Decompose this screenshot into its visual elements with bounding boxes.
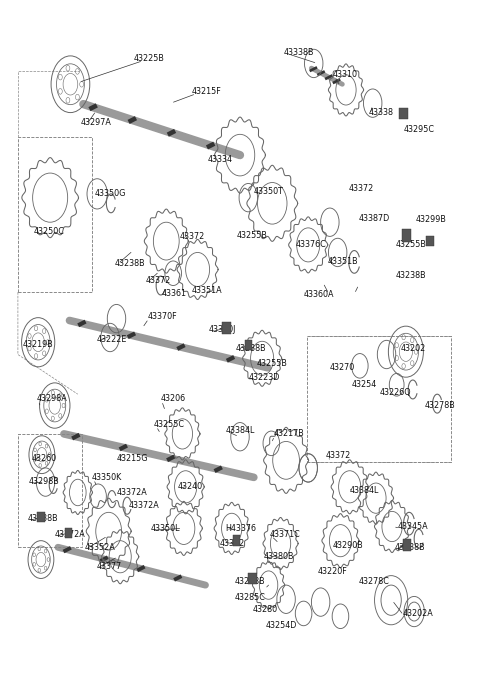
Polygon shape — [399, 107, 408, 119]
Text: 43202: 43202 — [400, 344, 426, 353]
Polygon shape — [403, 539, 411, 551]
Text: 43350K: 43350K — [92, 473, 122, 482]
Text: 43290B: 43290B — [332, 541, 363, 550]
Text: 43372A: 43372A — [55, 530, 85, 539]
Text: 43238B: 43238B — [395, 543, 425, 551]
Bar — [307, 335, 451, 462]
Text: 43345A: 43345A — [397, 522, 428, 531]
Text: 43299B: 43299B — [416, 215, 447, 224]
Text: 43334: 43334 — [208, 155, 233, 164]
Text: 43260: 43260 — [32, 454, 57, 463]
Text: 43217B: 43217B — [273, 429, 304, 438]
Text: 43372A: 43372A — [129, 502, 159, 510]
Text: 43384L: 43384L — [225, 426, 254, 435]
Text: 43372: 43372 — [145, 276, 171, 286]
Text: 43372: 43372 — [348, 184, 373, 192]
Text: 43238B: 43238B — [234, 577, 265, 586]
Text: 43238B: 43238B — [28, 514, 59, 523]
Text: 43380B: 43380B — [264, 552, 294, 561]
Text: 43240: 43240 — [178, 483, 203, 491]
Text: 43255B: 43255B — [396, 240, 427, 249]
Text: 43370F: 43370F — [148, 313, 178, 321]
Text: 43225B: 43225B — [134, 54, 165, 63]
Text: 43220F: 43220F — [317, 568, 347, 576]
Text: 43298B: 43298B — [29, 477, 60, 485]
Text: 43223D: 43223D — [248, 373, 280, 381]
Text: 43285C: 43285C — [234, 593, 265, 602]
Polygon shape — [402, 229, 411, 242]
Text: 43298A: 43298A — [36, 394, 67, 404]
Text: 43255C: 43255C — [154, 420, 184, 429]
Text: 43297A: 43297A — [81, 117, 112, 126]
Polygon shape — [65, 528, 72, 539]
Text: 43250C: 43250C — [34, 227, 64, 236]
Polygon shape — [223, 322, 231, 334]
Text: 43222E: 43222E — [96, 335, 127, 344]
Polygon shape — [233, 535, 240, 546]
Polygon shape — [426, 236, 433, 246]
Text: 43238B: 43238B — [235, 344, 266, 353]
Text: 43384L: 43384L — [349, 486, 379, 495]
Text: 43377: 43377 — [96, 562, 121, 570]
Text: 43372: 43372 — [325, 451, 350, 460]
Text: 43338: 43338 — [369, 108, 394, 117]
Text: 43351A: 43351A — [192, 286, 222, 295]
Text: 43219B: 43219B — [23, 340, 53, 348]
Text: 43338B: 43338B — [284, 48, 314, 57]
Text: 43350J: 43350J — [209, 325, 236, 334]
Text: 43361: 43361 — [162, 289, 187, 298]
Text: 43206: 43206 — [161, 394, 186, 404]
Text: 43226Q: 43226Q — [379, 388, 411, 397]
Text: 43371C: 43371C — [270, 530, 300, 539]
Polygon shape — [245, 340, 252, 350]
Text: 43350T: 43350T — [254, 186, 284, 196]
Text: 43270: 43270 — [330, 363, 355, 372]
Text: H43376: H43376 — [225, 524, 256, 533]
Text: 43254: 43254 — [351, 380, 377, 389]
Text: 43352A: 43352A — [84, 543, 115, 551]
Text: 43255B: 43255B — [256, 360, 287, 369]
Text: 43215G: 43215G — [117, 454, 148, 463]
Text: 43372: 43372 — [219, 539, 244, 548]
Text: 43350L: 43350L — [150, 524, 180, 533]
Text: 43372: 43372 — [179, 232, 204, 241]
Text: 43238B: 43238B — [115, 259, 145, 268]
Text: 43280: 43280 — [253, 605, 278, 614]
Bar — [18, 137, 92, 292]
Text: 43350G: 43350G — [95, 190, 126, 198]
Polygon shape — [37, 512, 45, 522]
Text: 43295C: 43295C — [404, 125, 434, 134]
Text: 43255B: 43255B — [236, 231, 267, 240]
Text: 43278C: 43278C — [359, 577, 390, 586]
Text: 43372A: 43372A — [117, 488, 147, 497]
Text: 43215F: 43215F — [192, 87, 221, 97]
Text: 43351B: 43351B — [327, 257, 358, 267]
Text: 43360A: 43360A — [303, 290, 334, 298]
Text: 43202A: 43202A — [402, 609, 433, 618]
Text: 43376C: 43376C — [295, 240, 326, 249]
Bar — [18, 434, 83, 547]
Polygon shape — [248, 572, 257, 585]
Text: 43278B: 43278B — [424, 401, 455, 410]
Text: 43238B: 43238B — [396, 271, 426, 279]
Text: 43254D: 43254D — [265, 621, 297, 630]
Text: 43387D: 43387D — [359, 214, 390, 223]
Text: 43310: 43310 — [332, 70, 357, 79]
